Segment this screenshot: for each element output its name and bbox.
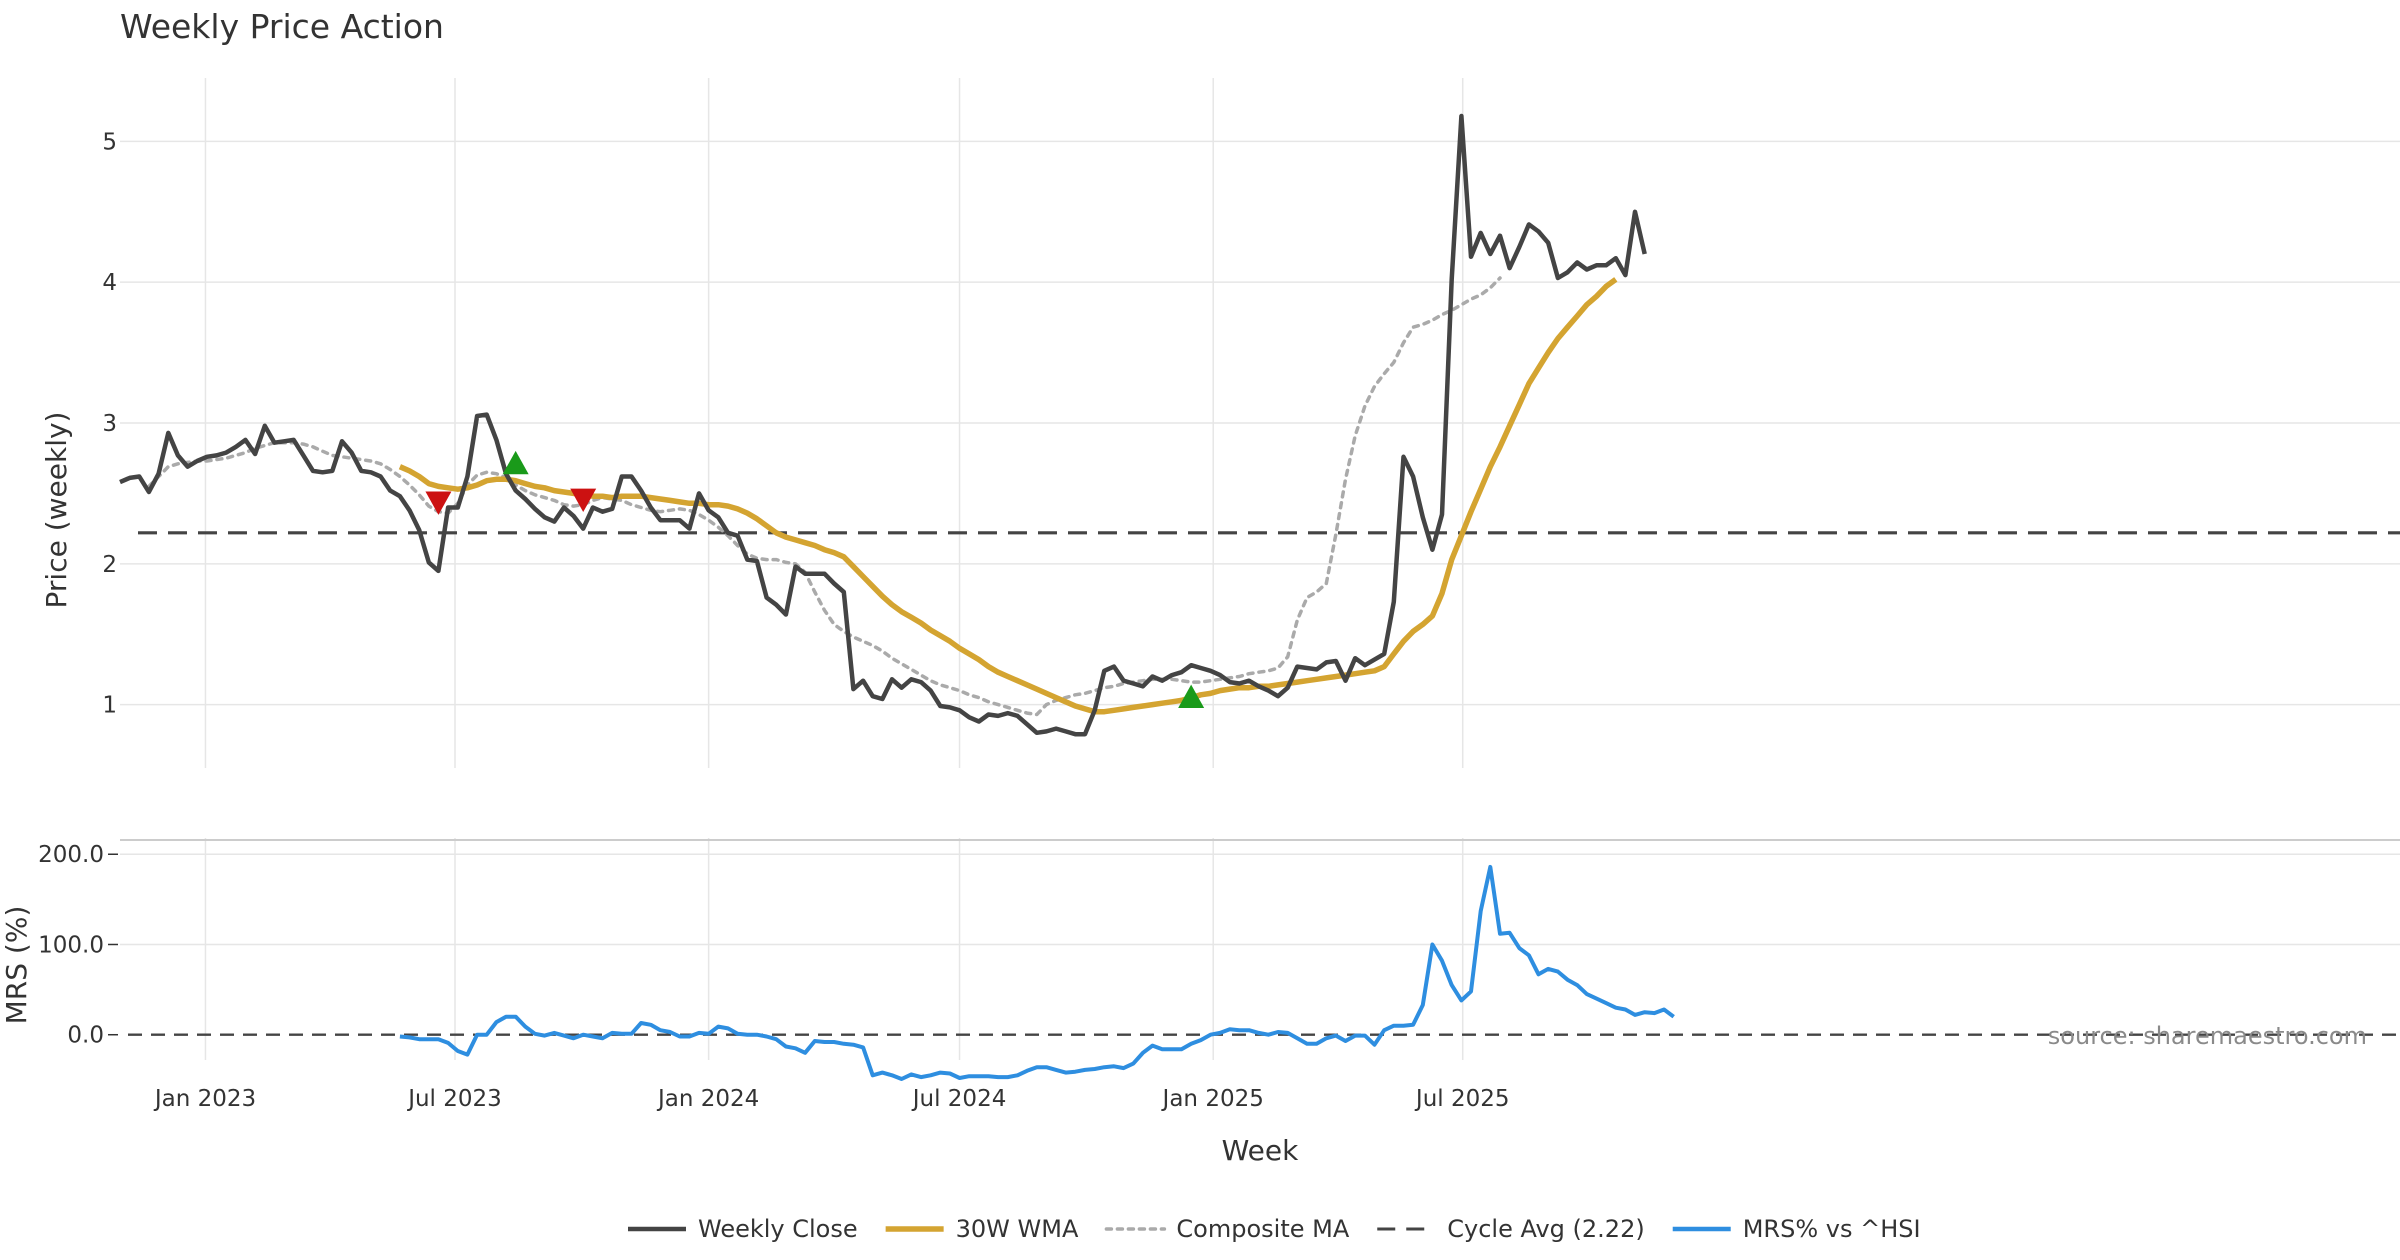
x-axis-label: Week: [1222, 1134, 1299, 1167]
price-y-axis-label: Price (weekly): [40, 412, 73, 609]
series-line-composite: [147, 276, 1502, 717]
mrs-series-group: [399, 864, 1675, 1081]
price-panel: 1 2 3 4 5 Price (weekly): [40, 78, 2400, 768]
x-tick-label: Jul 2023: [406, 1086, 502, 1112]
source-note: source: sharemaestro.com: [2048, 1022, 2367, 1050]
buy-signal-marker: [502, 450, 529, 475]
mrs-y-axis-label: MRS (%): [0, 906, 33, 1025]
mrs-y-tick-label: 100.0: [38, 932, 104, 958]
x-tick-label: Jul 2025: [1414, 1086, 1510, 1112]
chart-title: Weekly Price Action: [120, 7, 444, 46]
series-line-wma: [398, 277, 1618, 715]
mrs-y-tick-label: 200.0: [38, 842, 104, 868]
x-tick-label: Jan 2025: [1161, 1086, 1264, 1112]
mrs-y-tick-labels: 0.0 100.0 200.0: [38, 842, 118, 1049]
price-series-group: [119, 113, 1647, 737]
sell-signal-marker: [425, 491, 452, 515]
x-tick-label: Jul 2024: [911, 1086, 1007, 1112]
price-y-tick-labels: 1 2 3 4 5: [102, 129, 117, 718]
legend-label-wma: 30W WMA: [956, 1215, 1079, 1243]
legend-label-composite: Composite MA: [1176, 1215, 1349, 1243]
legend-label-mrs: MRS% vs ^HSI: [1743, 1215, 1921, 1243]
x-tick-labels: Jan 2023 Jul 2023 Jan 2024 Jul 2024 Jan 2025…: [153, 1086, 1510, 1112]
legend-label-cycle: Cycle Avg (2.22): [1447, 1215, 1644, 1243]
mrs-y-tick-label: 0.0: [67, 1023, 104, 1049]
x-tick-label: Jan 2023: [153, 1086, 256, 1112]
price-y-tick-label: 3: [102, 411, 117, 437]
series-line-close: [119, 113, 1647, 737]
signal-markers: [425, 450, 1205, 708]
price-y-tick-label: 2: [102, 552, 117, 578]
legend: Weekly Close 30W WMA Composite MA Cycle Avg…: [628, 1215, 1921, 1243]
price-y-tick-label: 4: [102, 270, 117, 296]
price-y-tick-label: 5: [102, 129, 117, 155]
mrs-gridlines: [120, 838, 2400, 1060]
buy-signal-marker: [1178, 684, 1205, 708]
sell-signal-marker: [570, 488, 597, 513]
price-y-tick-label: 1: [102, 693, 117, 719]
price-gridlines: [120, 78, 2400, 768]
series-line-mrs: [399, 864, 1675, 1081]
mrs-panel: 0.0 100.0 200.0 MRS (%) source: sharemaest…: [0, 838, 2400, 1081]
x-tick-label: Jan 2024: [656, 1086, 759, 1112]
legend-label-close: Weekly Close: [698, 1215, 858, 1243]
